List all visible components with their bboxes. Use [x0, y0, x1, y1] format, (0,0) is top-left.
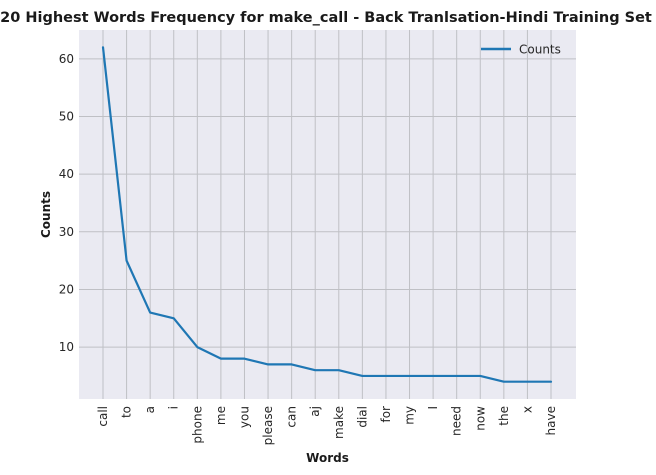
x-tick-label: a — [143, 406, 157, 413]
y-tick-label: 60 — [59, 52, 74, 66]
series-layer — [101, 46, 553, 383]
x-axis-label: Words — [306, 451, 349, 465]
x-tick-label: for — [379, 406, 393, 423]
legend-label: Counts — [519, 43, 561, 57]
x-tick-label: x — [520, 406, 534, 413]
data-point — [385, 375, 387, 377]
data-point — [409, 375, 411, 377]
data-point — [314, 369, 316, 371]
y-tick-label: 20 — [59, 282, 74, 296]
series-line-counts — [101, 46, 553, 383]
chart-title: 20 Highest Words Frequency for make_call… — [0, 10, 652, 26]
x-tick-label: make — [332, 406, 346, 439]
x-tick-label: call — [96, 406, 110, 427]
data-point — [432, 375, 434, 377]
grid — [79, 30, 576, 399]
data-point — [550, 381, 552, 383]
data-point — [196, 346, 198, 348]
data-point — [291, 363, 293, 365]
x-tick-label: have — [544, 406, 558, 435]
data-point — [456, 375, 458, 377]
y-tick-label: 40 — [59, 167, 74, 181]
x-tick-label: phone — [190, 406, 204, 444]
data-point — [503, 381, 505, 383]
data-point — [149, 312, 151, 314]
data-point — [361, 375, 363, 377]
x-tick-label: the — [497, 406, 511, 426]
data-point — [243, 358, 245, 360]
x-tick-label: to — [120, 406, 134, 418]
x-tick-label: can — [285, 406, 299, 428]
y-tick-label: 50 — [59, 109, 74, 123]
y-axis: 10 20 30 40 50 60 — [59, 52, 74, 354]
x-tick-label: now — [473, 406, 487, 431]
x-tick-label: need — [450, 406, 464, 436]
x-tick-label: I — [426, 406, 440, 410]
x-axis: call to a i phone me you please can aj make dial for… — [96, 406, 558, 446]
y-tick-label: 10 — [59, 340, 74, 354]
legend: Counts — [481, 43, 561, 57]
x-tick-label: me — [214, 406, 228, 425]
x-tick-label: you — [237, 406, 251, 428]
x-tick-label: please — [261, 406, 275, 445]
data-point — [267, 363, 269, 365]
data-point — [220, 358, 222, 360]
x-tick-label: my — [403, 406, 417, 425]
data-point — [479, 375, 481, 377]
data-point — [338, 369, 340, 371]
data-point — [126, 260, 128, 262]
plot-area — [79, 30, 576, 399]
y-axis-label: Counts — [39, 191, 53, 238]
data-point — [526, 381, 528, 383]
x-tick-label: i — [167, 406, 181, 409]
data-point — [173, 317, 175, 319]
x-tick-label: aj — [308, 406, 322, 417]
x-tick-label: dial — [355, 406, 369, 428]
data-point — [102, 46, 104, 48]
y-tick-label: 30 — [59, 225, 74, 239]
